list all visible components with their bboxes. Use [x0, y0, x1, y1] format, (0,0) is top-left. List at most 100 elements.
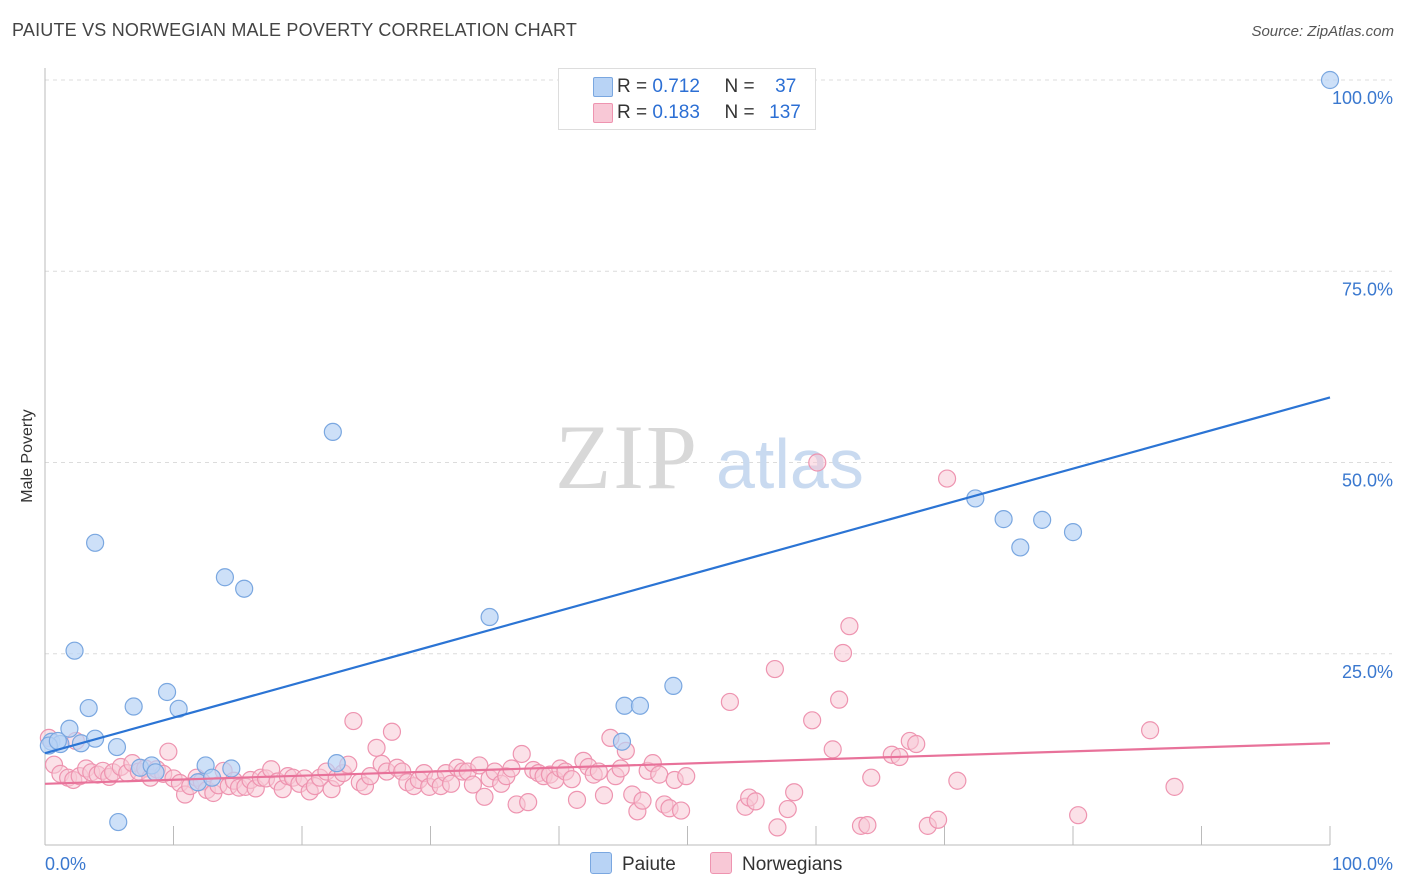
norwegians-point [948, 771, 967, 790]
paiute-points [39, 70, 1340, 832]
norwegians-point [463, 775, 483, 794]
norwegians-point [803, 711, 822, 730]
paiute-point [109, 812, 128, 832]
paiute-legend-label: Paiute [622, 854, 676, 875]
paiute-point [323, 422, 342, 441]
y-tick-label: 100.0% [1332, 88, 1393, 108]
norwegians-point [907, 734, 926, 754]
legend-item-norwegians[interactable]: Norwegians [710, 852, 842, 876]
paiute-point [1063, 523, 1083, 542]
norwegians-point [1140, 721, 1160, 740]
paiute-point [994, 510, 1013, 529]
legend-row-norwegians: R = 0.183 N = 137 [593, 101, 801, 125]
norwegians-point [159, 742, 178, 761]
paiute-legend-swatch [590, 852, 612, 874]
paiute-r-label: R = [617, 76, 648, 97]
norwegians-point [441, 774, 461, 793]
norwegians-point [858, 816, 877, 835]
legend-item-paiute[interactable]: Paiute [590, 852, 676, 876]
paiute-swatch [593, 77, 613, 97]
norwegians-point [671, 801, 691, 820]
norwegians-n-value: 137 [769, 102, 801, 123]
norwegians-point [928, 810, 948, 829]
y-tick-label: 50.0% [1342, 471, 1393, 491]
norwegians-point [512, 744, 531, 764]
y-tick-label: 75.0% [1342, 279, 1393, 299]
norwegians-point [862, 768, 881, 787]
paiute-point [222, 759, 241, 778]
norwegians-point [778, 799, 797, 819]
norwegians-point [594, 786, 614, 805]
norwegians-point [611, 759, 630, 778]
norwegians-point [720, 692, 740, 712]
norwegians-point [1069, 806, 1088, 825]
norwegians-swatch [593, 103, 613, 123]
grid-lines [45, 79, 1392, 655]
norwegians-point [823, 740, 842, 759]
paiute-point [60, 719, 79, 738]
norwegians-point [361, 767, 380, 786]
norwegians-point [765, 659, 784, 679]
norwegians-r-value: 0.183 [652, 102, 700, 123]
norwegians-point [808, 453, 827, 472]
norwegians-point [1165, 777, 1184, 796]
norwegians-legend-swatch [710, 852, 732, 874]
norwegians-point [677, 767, 696, 786]
norwegians-point [562, 770, 581, 789]
axes [44, 68, 1331, 846]
norwegians-point [937, 469, 957, 488]
paiute-point [86, 533, 105, 552]
norwegians-trend-line [44, 742, 1331, 785]
chart-title: PAIUTE VS NORWEGIAN MALE POVERTY CORRELA… [12, 20, 578, 40]
norwegians-r-label: R = [617, 102, 648, 123]
norwegians-point [840, 617, 859, 636]
paiute-point [612, 732, 632, 751]
norwegians-point [768, 818, 787, 837]
paiute-point [630, 696, 650, 715]
norwegians-legend-label: Norwegians [742, 854, 843, 875]
norwegians-point [633, 791, 652, 810]
paiute-point [65, 641, 84, 660]
watermark-zip: ZIP [555, 406, 699, 508]
paiute-trend-line [44, 396, 1331, 755]
paiute-r-value: 0.712 [652, 76, 700, 97]
trend-lines [44, 396, 1331, 785]
source-label: Source: ZipAtlas.com [1251, 23, 1394, 40]
tick-labels: 25.0% 50.0% 75.0% 100.0% 0.0% 100.0% [45, 88, 1393, 874]
norwegians-point [475, 787, 494, 806]
norwegians-point [650, 765, 669, 784]
correlation-legend: R = 0.712 N = 37 R = 0.183 N = 137 [558, 68, 816, 130]
norwegians-point [567, 790, 587, 809]
paiute-point [107, 737, 127, 757]
paiute-point [1011, 538, 1030, 557]
paiute-n-value: 37 [775, 76, 797, 97]
paiute-point [146, 763, 165, 782]
norwegians-point [344, 711, 363, 731]
norwegians-point [746, 792, 765, 811]
norwegians-point [830, 690, 849, 709]
legend-row-paiute: R = 0.712 N = 37 [593, 75, 797, 99]
paiute-point [1033, 510, 1052, 529]
norwegians-n-label: N = [724, 102, 755, 123]
paiute-point [480, 607, 499, 627]
paiute-point [1320, 70, 1340, 90]
paiute-point [157, 682, 177, 702]
norwegians-point [382, 722, 402, 741]
paiute-point [79, 698, 98, 718]
norwegians-point [367, 738, 386, 757]
watermark: ZIP atlas [555, 406, 864, 508]
paiute-point [966, 489, 985, 508]
y-tick-label: 25.0% [1342, 662, 1393, 682]
watermark-atlas: atlas [716, 425, 864, 503]
paiute-n-label: N = [724, 76, 755, 97]
x-tick-label-min: 0.0% [45, 854, 86, 874]
norwegians-point [785, 783, 804, 802]
paiute-point [124, 697, 143, 716]
paiute-point [664, 676, 683, 695]
norwegians-point [519, 793, 538, 812]
x-tick-label-max: 100.0% [1332, 854, 1393, 874]
paiute-point [215, 568, 234, 587]
paiute-point [235, 579, 254, 598]
paiute-point [327, 754, 346, 773]
